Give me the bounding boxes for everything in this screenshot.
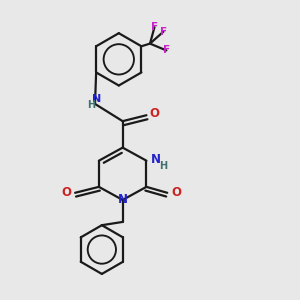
Text: F: F bbox=[160, 27, 167, 37]
Text: O: O bbox=[61, 186, 71, 199]
Text: F: F bbox=[151, 22, 158, 32]
Text: N: N bbox=[92, 94, 101, 104]
Text: N: N bbox=[151, 153, 161, 166]
Text: O: O bbox=[150, 107, 160, 120]
Text: H: H bbox=[87, 100, 95, 110]
Text: N: N bbox=[118, 194, 128, 206]
Text: H: H bbox=[160, 161, 168, 171]
Text: O: O bbox=[171, 186, 181, 199]
Text: F: F bbox=[163, 45, 170, 56]
